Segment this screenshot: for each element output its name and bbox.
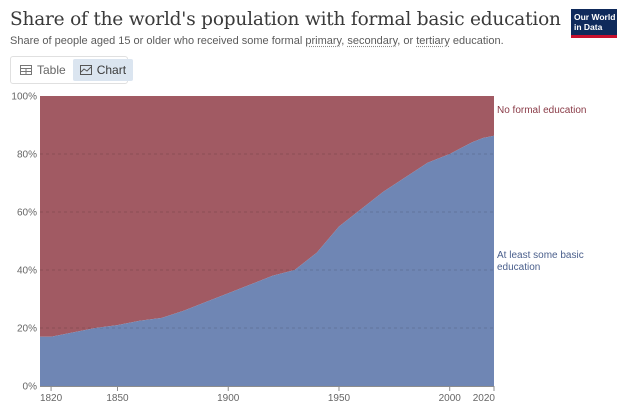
view-tabs: Table Chart <box>10 56 134 84</box>
tab-chart-label: Chart <box>96 63 127 77</box>
series-label-basic-education-line-1: At least some basic <box>497 250 584 261</box>
series-label-basic-education-line-2: education <box>497 262 540 273</box>
logo-line-2: in Data <box>574 21 603 32</box>
term-secondary-link[interactable]: secondary <box>347 35 398 47</box>
series-label-no-formal-education: No formal education <box>497 105 587 116</box>
chart-icon <box>79 65 92 75</box>
tab-table[interactable]: Table <box>13 59 73 81</box>
x-tick-label-2000: 2000 <box>439 393 462 402</box>
series-area-basic-education <box>40 135 494 386</box>
subtitle-sep-2: , or <box>397 35 417 47</box>
tab-chart[interactable]: Chart <box>72 59 134 81</box>
subtitle-suffix: education. <box>449 35 504 47</box>
tab-table-label: Table <box>37 63 66 77</box>
owid-logo[interactable]: Our World in Data <box>571 9 617 38</box>
x-tick-label-1850: 1850 <box>106 393 129 402</box>
table-icon <box>20 65 32 75</box>
term-tertiary-link[interactable]: tertiary <box>416 35 450 47</box>
y-tick-label-100: 100% <box>11 92 37 103</box>
y-tick-label-0: 0% <box>23 382 38 393</box>
y-tick-label-20: 20% <box>17 324 37 335</box>
subtitle-prefix: Share of people aged 15 or older who rec… <box>10 35 306 47</box>
y-tick-label-60: 60% <box>17 208 37 219</box>
x-tick-label-1950: 1950 <box>328 393 351 402</box>
subtitle-sep-1: , <box>341 35 348 47</box>
series-area-no-formal-education <box>40 96 494 337</box>
y-tick-label-80: 80% <box>17 150 37 161</box>
logo-line-1: Our World <box>574 12 616 22</box>
term-primary-link[interactable]: primary <box>305 35 342 47</box>
x-tick-label-1820: 1820 <box>40 393 63 402</box>
x-tick-label-1900: 1900 <box>217 393 240 402</box>
chart-title: Share of the world's population with for… <box>10 9 561 30</box>
y-tick-label-40: 40% <box>17 266 37 277</box>
chart-subtitle: Share of people aged 15 or older who rec… <box>10 35 504 47</box>
x-tick-label-2020: 2020 <box>473 393 496 402</box>
